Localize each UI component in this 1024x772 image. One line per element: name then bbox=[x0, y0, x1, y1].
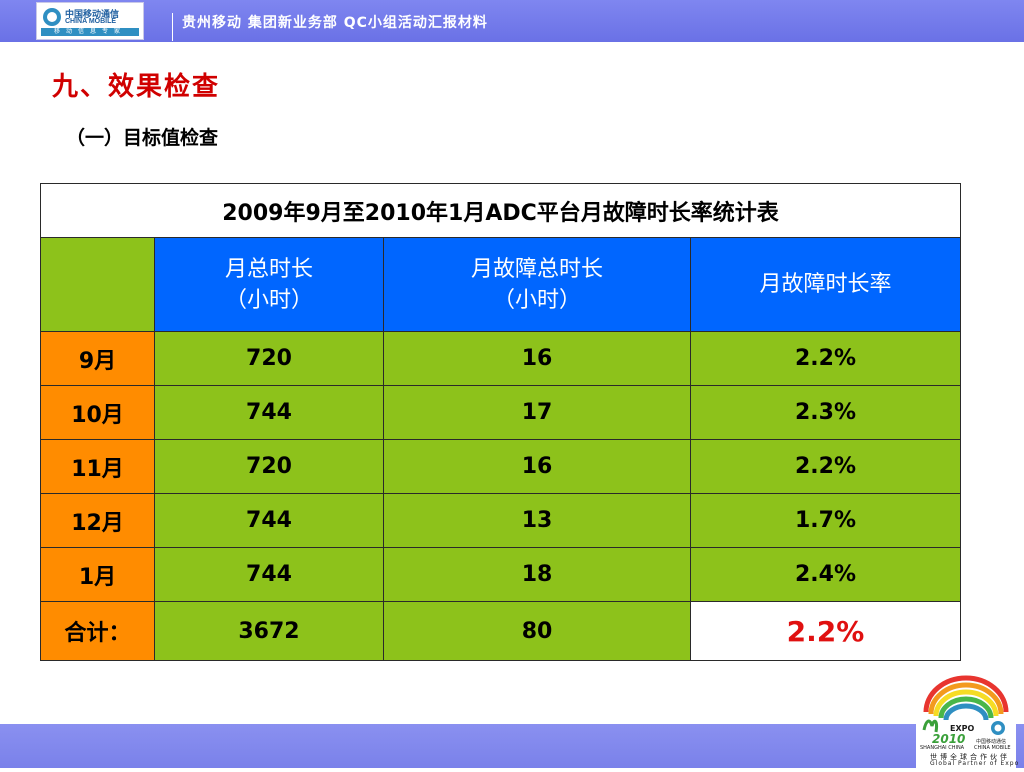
table-caption: 2009年9月至2010年1月ADC平台月故障时长率统计表 bbox=[39, 183, 962, 238]
fault-hours-cell: 16 bbox=[383, 331, 691, 386]
fault-rate-cell: 2.4% bbox=[689, 547, 962, 602]
header-title: 贵州移动 集团新业务部 QC小组活动汇报材料 bbox=[182, 15, 488, 31]
column-header-fault-rate: 月故障时长率 bbox=[689, 237, 962, 332]
china-mobile-emblem-icon bbox=[43, 8, 61, 26]
expo-label: EXPO bbox=[950, 724, 975, 733]
table-row: 1月 744 18 2.4% bbox=[40, 547, 962, 602]
header-bar: 中国移动通信 CHINA MOBILE 移动信息专家 贵州移动 集团新业务部 Q… bbox=[0, 0, 1024, 42]
fault-hours-cell: 13 bbox=[383, 493, 691, 548]
logo-slogan: 移动信息专家 bbox=[53, 28, 126, 35]
header-divider bbox=[172, 13, 173, 41]
table-row: 9月 720 16 2.2% bbox=[40, 331, 962, 386]
fault-rate-cell: 2.2% bbox=[689, 439, 962, 494]
table-row: 11月 720 16 2.2% bbox=[40, 439, 962, 494]
section-title: 九、效果检查 bbox=[52, 72, 221, 102]
overall-fault-rate: 2.2% bbox=[689, 601, 962, 661]
logo-en-text: CHINA MOBILE bbox=[65, 18, 117, 25]
china-mobile-logo: 中国移动通信 CHINA MOBILE 移动信息专家 bbox=[36, 2, 144, 40]
column-header-unit: （小时） bbox=[492, 287, 581, 313]
expo-city: SHANGHAI CHINA bbox=[920, 745, 965, 751]
brand-cn: 中国移动通信 bbox=[976, 739, 1007, 745]
column-header-total-hours: 月总时长 （小时） bbox=[154, 237, 384, 332]
row-month-label: 12月 bbox=[40, 493, 155, 548]
table-row: 12月 744 13 1.7% bbox=[40, 493, 962, 548]
fault-hours-cell: 18 bbox=[383, 547, 691, 602]
total-hours-cell: 744 bbox=[154, 385, 384, 440]
column-header-label: 月故障总时长 bbox=[470, 256, 603, 282]
fault-rate-cell: 1.7% bbox=[689, 493, 962, 548]
subsection-title: （一）目标值检查 bbox=[66, 127, 219, 149]
partner-en: Global Partner of Expo bbox=[930, 760, 1020, 767]
column-header-unit: （小时） bbox=[224, 287, 313, 313]
header-blank-cell bbox=[40, 237, 155, 332]
total-row: 合计： 3672 80 2.2% bbox=[40, 601, 962, 661]
total-hours-cell: 720 bbox=[154, 439, 384, 494]
fault-hours-cell: 17 bbox=[383, 385, 691, 440]
logo-cn-text: 中国移动通信 bbox=[65, 10, 120, 20]
total-label: 合计： bbox=[40, 601, 155, 661]
row-month-label: 11月 bbox=[40, 439, 155, 494]
row-month-label: 1月 bbox=[40, 547, 155, 602]
column-header-fault-hours: 月故障总时长 （小时） bbox=[383, 237, 691, 332]
brand-en: CHINA MOBILE bbox=[974, 745, 1011, 751]
column-header-label: 月总时长 bbox=[224, 256, 313, 282]
total-hours-cell: 744 bbox=[154, 493, 384, 548]
fault-rate-cell: 2.3% bbox=[689, 385, 962, 440]
expo-partner-logo: EXPO 2010 SHANGHAI CHINA 中国移动通信 CHINA MO… bbox=[916, 668, 1020, 768]
total-hours-sum: 3672 bbox=[154, 601, 384, 661]
partner-cn: 世博全球合作伙伴 bbox=[930, 753, 1010, 761]
table-row: 10月 744 17 2.3% bbox=[40, 385, 962, 440]
fault-rate-cell: 2.2% bbox=[689, 331, 962, 386]
fault-rate-table: 2009年9月至2010年1月ADC平台月故障时长率统计表 月总时长 （小时） … bbox=[39, 183, 962, 661]
column-header-label: 月故障时长率 bbox=[759, 272, 892, 297]
fault-hours-sum: 80 bbox=[383, 601, 691, 661]
total-hours-cell: 744 bbox=[154, 547, 384, 602]
fault-hours-cell: 16 bbox=[383, 439, 691, 494]
row-month-label: 9月 bbox=[40, 331, 155, 386]
row-month-label: 10月 bbox=[40, 385, 155, 440]
total-hours-cell: 720 bbox=[154, 331, 384, 386]
footer-bar bbox=[0, 724, 1024, 768]
expo-year: 2010 bbox=[932, 732, 966, 746]
rainbow-emblem-icon bbox=[922, 675, 1009, 735]
